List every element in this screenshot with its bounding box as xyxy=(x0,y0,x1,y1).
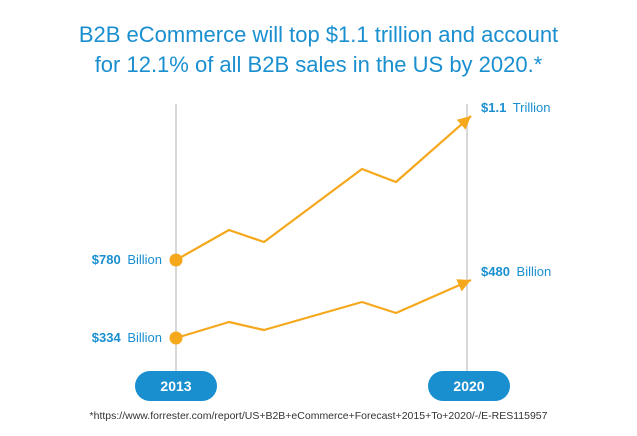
series-top-start-label: $780 Billion xyxy=(92,252,162,267)
title-line-1: B2B eCommerce will top $1.1 trillion and… xyxy=(78,22,559,47)
series-bottom-end-label: $480 Billion xyxy=(481,264,551,279)
series-top-start-point xyxy=(169,253,183,267)
x-tick-label-2013: 2013 xyxy=(160,378,191,394)
footnote-source: *https://www.forrester.com/report/US+B2B… xyxy=(89,410,548,422)
series-line-top xyxy=(175,115,472,261)
x-tick-label-2020: 2020 xyxy=(453,378,484,394)
series-top-end-label: $1.1 Trillion xyxy=(481,100,551,115)
x-pill-2020: 2020 xyxy=(428,371,510,401)
series-line-bottom xyxy=(175,278,472,340)
title-line-2: for 12.1% of all B2B sales in the US by … xyxy=(94,52,543,77)
x-pill-2013: 2013 xyxy=(135,371,217,401)
series-bottom-start-label: $334 Billion xyxy=(92,330,162,345)
series-bottom-start-point xyxy=(169,331,183,345)
chart-title: B2B eCommerce will top $1.1 trillion and… xyxy=(0,20,637,80)
